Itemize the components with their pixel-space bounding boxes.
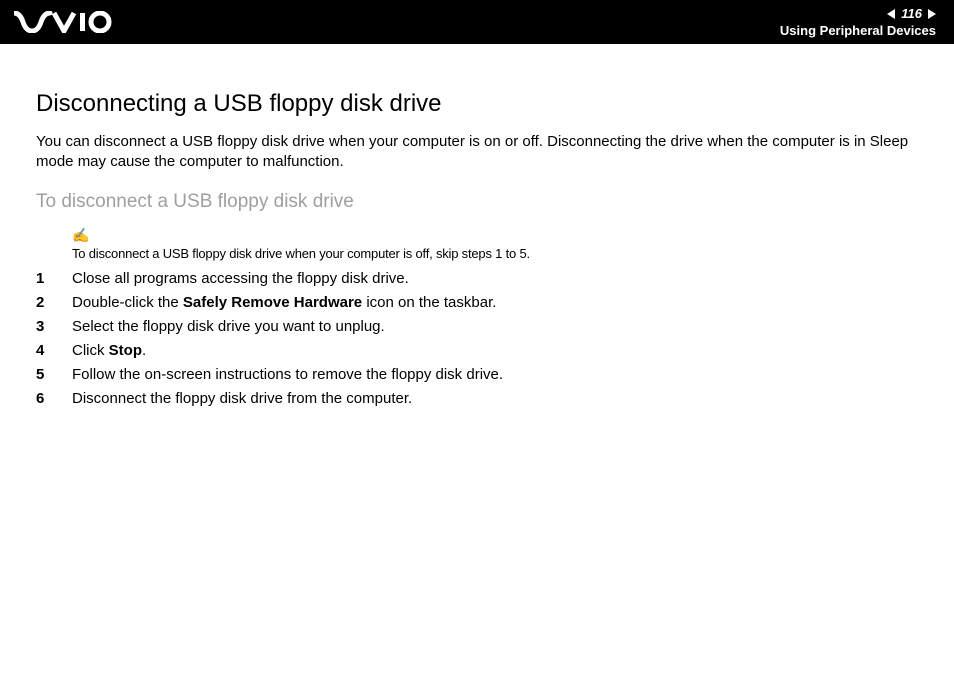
step-number: 4 (36, 342, 72, 359)
header-right: 116 Using Peripheral Devices (780, 6, 936, 38)
intro-paragraph: You can disconnect a USB floppy disk dri… (36, 132, 918, 173)
step-text: Close all programs accessing the floppy … (72, 270, 409, 287)
step-number: 6 (36, 390, 72, 407)
step-bold: Stop (109, 342, 142, 359)
note-block: ✍ To disconnect a USB floppy disk drive … (72, 227, 918, 263)
step-pre: Click (72, 342, 109, 359)
step-item: 6 Disconnect the floppy disk drive from … (36, 390, 918, 407)
page-title: Disconnecting a USB floppy disk drive (36, 90, 918, 118)
step-pre: Close all programs accessing the floppy … (72, 270, 409, 287)
step-pre: Double-click the (72, 294, 183, 311)
step-bold: Safely Remove Hardware (183, 294, 362, 311)
prev-page-arrow-icon[interactable] (887, 9, 895, 19)
step-text: Follow the on-screen instructions to rem… (72, 366, 503, 383)
step-item: 5 Follow the on-screen instructions to r… (36, 366, 918, 383)
page-content: Disconnecting a USB floppy disk drive Yo… (0, 44, 954, 407)
step-pre: Select the floppy disk drive you want to… (72, 318, 385, 335)
step-text: Click Stop. (72, 342, 146, 359)
step-post: . (142, 342, 146, 359)
page-nav: 116 (887, 6, 936, 21)
step-number: 3 (36, 318, 72, 335)
note-text: To disconnect a USB floppy disk drive wh… (72, 246, 530, 261)
step-item: 2 Double-click the Safely Remove Hardwar… (36, 294, 918, 311)
step-number: 1 (36, 270, 72, 287)
step-item: 4 Click Stop. (36, 342, 918, 359)
vaio-logo (14, 11, 112, 33)
step-text: Double-click the Safely Remove Hardware … (72, 294, 496, 311)
procedure-subheading: To disconnect a USB floppy disk drive (36, 191, 918, 213)
step-pre: Follow the on-screen instructions to rem… (72, 366, 503, 383)
note-icon: ✍ (72, 227, 89, 243)
step-post: icon on the taskbar. (362, 294, 496, 311)
next-page-arrow-icon[interactable] (928, 9, 936, 19)
page-header: 116 Using Peripheral Devices (0, 0, 954, 44)
step-text: Disconnect the floppy disk drive from th… (72, 390, 412, 407)
step-number: 2 (36, 294, 72, 311)
step-text: Select the floppy disk drive you want to… (72, 318, 385, 335)
step-pre: Disconnect the floppy disk drive from th… (72, 390, 412, 407)
steps-list: 1 Close all programs accessing the flopp… (36, 270, 918, 407)
step-item: 3 Select the floppy disk drive you want … (36, 318, 918, 335)
section-title: Using Peripheral Devices (780, 23, 936, 38)
step-number: 5 (36, 366, 72, 383)
page-number: 116 (899, 6, 924, 21)
step-item: 1 Close all programs accessing the flopp… (36, 270, 918, 287)
